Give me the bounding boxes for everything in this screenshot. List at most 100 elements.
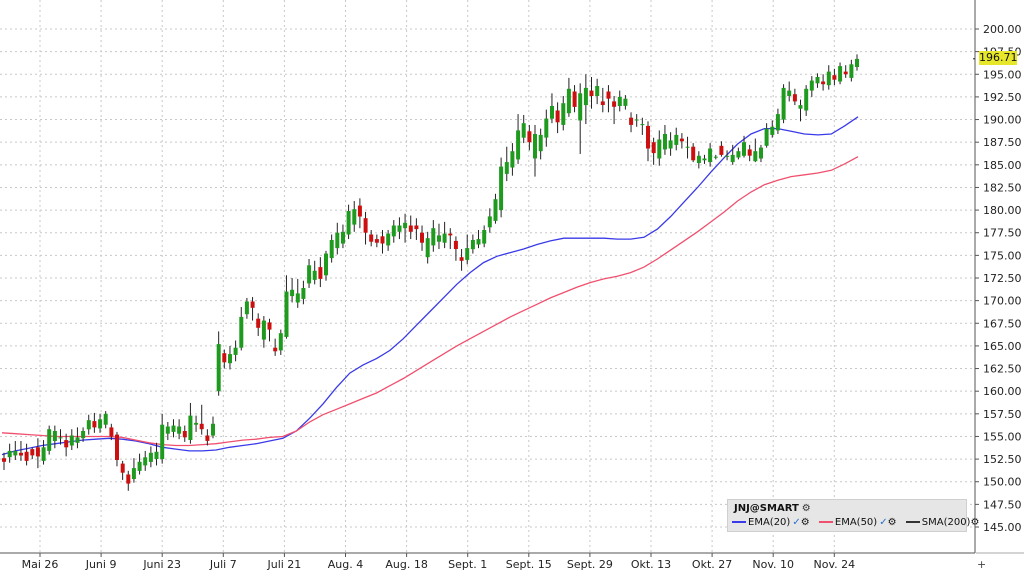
candle-down: [629, 117, 634, 125]
gear-icon[interactable]: ⚙: [801, 503, 811, 514]
candle-up: [561, 103, 566, 125]
candle-up: [583, 87, 588, 106]
candle-down: [120, 463, 125, 473]
x-tick-label: Aug. 18: [385, 558, 427, 571]
x-tick-label: Juli 7: [209, 558, 237, 571]
candle-up: [775, 114, 780, 131]
candle-up: [103, 413, 108, 425]
candle-down: [612, 101, 617, 107]
candle-down: [363, 218, 368, 233]
candle-up: [324, 253, 328, 276]
candle-up: [657, 139, 662, 159]
candle-up: [685, 146, 690, 148]
candle-up: [165, 426, 170, 434]
candle-up: [244, 301, 249, 315]
candle-up: [753, 151, 758, 162]
candle-up: [725, 155, 730, 157]
legend-item-ema20[interactable]: EMA(20) ✓⚙: [732, 517, 810, 528]
y-tick-label: 175.00: [983, 249, 1022, 262]
y-tick-label: 155.00: [983, 430, 1022, 443]
candle-down: [126, 474, 131, 484]
last-price-badge: 196.71: [979, 51, 1018, 65]
candle-down: [199, 423, 204, 430]
candle-down: [459, 257, 464, 261]
y-tick-label: 162.50: [983, 363, 1022, 376]
legend-item-sma200[interactable]: SMA(200)⚙: [905, 517, 980, 528]
candle-down: [600, 101, 605, 105]
ema50-line: [1, 156, 859, 447]
candle-up: [75, 437, 80, 443]
candle-up: [425, 238, 430, 258]
candle-up: [470, 240, 475, 250]
candle-up: [826, 71, 831, 86]
y-tick-label: 157.50: [983, 408, 1022, 421]
ema20-swatch: [732, 521, 746, 523]
candle-down: [589, 90, 594, 96]
y-tick-label: 190.00: [983, 114, 1022, 127]
candle-up: [696, 155, 701, 163]
candle-up: [849, 64, 854, 78]
y-tick-label: 187.50: [983, 136, 1022, 149]
candle-up: [329, 240, 334, 259]
y-tick-label: 192.50: [983, 91, 1022, 104]
candle-down: [205, 435, 210, 441]
y-tick-label: 182.50: [983, 181, 1022, 194]
x-tick-label: Juli 21: [266, 558, 301, 571]
legend[interactable]: JNJ@SMART ⚙ EMA(20) ✓⚙ EMA(50) ✓⚙ SMA(200)⚙: [727, 499, 979, 532]
candle-up: [798, 105, 803, 109]
candle-up: [623, 98, 628, 106]
plus-icon[interactable]: +: [977, 558, 987, 571]
legend-item-ema50[interactable]: EMA(50) ✓⚙: [818, 517, 897, 528]
candle-down: [19, 452, 23, 456]
candle-up: [566, 88, 571, 114]
candle-down: [357, 205, 362, 217]
candle-down: [527, 131, 532, 143]
candle-up: [69, 435, 74, 446]
candle-up: [595, 86, 600, 96]
x-tick-label: Sept. 1: [448, 558, 487, 571]
candle-up: [730, 154, 735, 163]
candle-up: [442, 233, 447, 243]
candle-down: [719, 145, 724, 155]
candle-up: [346, 211, 351, 235]
candle-up: [307, 265, 312, 284]
candle-down: [832, 75, 837, 80]
candle-down: [30, 449, 35, 456]
candle-up: [742, 142, 746, 156]
candle-up: [41, 447, 46, 461]
candle-up: [177, 426, 182, 434]
candle-down: [24, 451, 29, 461]
candle-up: [81, 431, 86, 439]
candle-down: [35, 447, 40, 457]
candle-down: [380, 236, 385, 244]
candle-up: [493, 199, 498, 221]
candle-down: [646, 125, 650, 149]
check-icon[interactable]: ✓: [792, 517, 801, 528]
gear-icon[interactable]: ⚙: [800, 517, 810, 528]
candle-down: [606, 91, 611, 99]
gear-icon[interactable]: ⚙: [887, 517, 897, 528]
candle-up: [431, 228, 436, 246]
candle-up: [516, 130, 521, 160]
candle-up: [809, 80, 814, 91]
candle-down: [318, 267, 323, 279]
candle-up: [781, 87, 786, 120]
candle-up: [634, 119, 639, 121]
candle-up: [188, 415, 193, 440]
candle-up: [668, 140, 673, 149]
gear-icon[interactable]: ⚙: [970, 517, 980, 528]
candle-down: [555, 110, 560, 123]
candle-up: [143, 457, 148, 466]
check-icon[interactable]: ✓: [879, 517, 888, 528]
candle-up: [510, 151, 515, 168]
candle-up: [499, 166, 504, 211]
candle-up: [533, 134, 537, 159]
y-tick-label: 160.00: [983, 385, 1022, 398]
candle-down: [267, 322, 272, 330]
candle-up: [7, 450, 12, 458]
ema20-line: [1, 116, 859, 456]
candle-up: [290, 289, 295, 297]
y-tick-label: 177.50: [983, 227, 1022, 240]
